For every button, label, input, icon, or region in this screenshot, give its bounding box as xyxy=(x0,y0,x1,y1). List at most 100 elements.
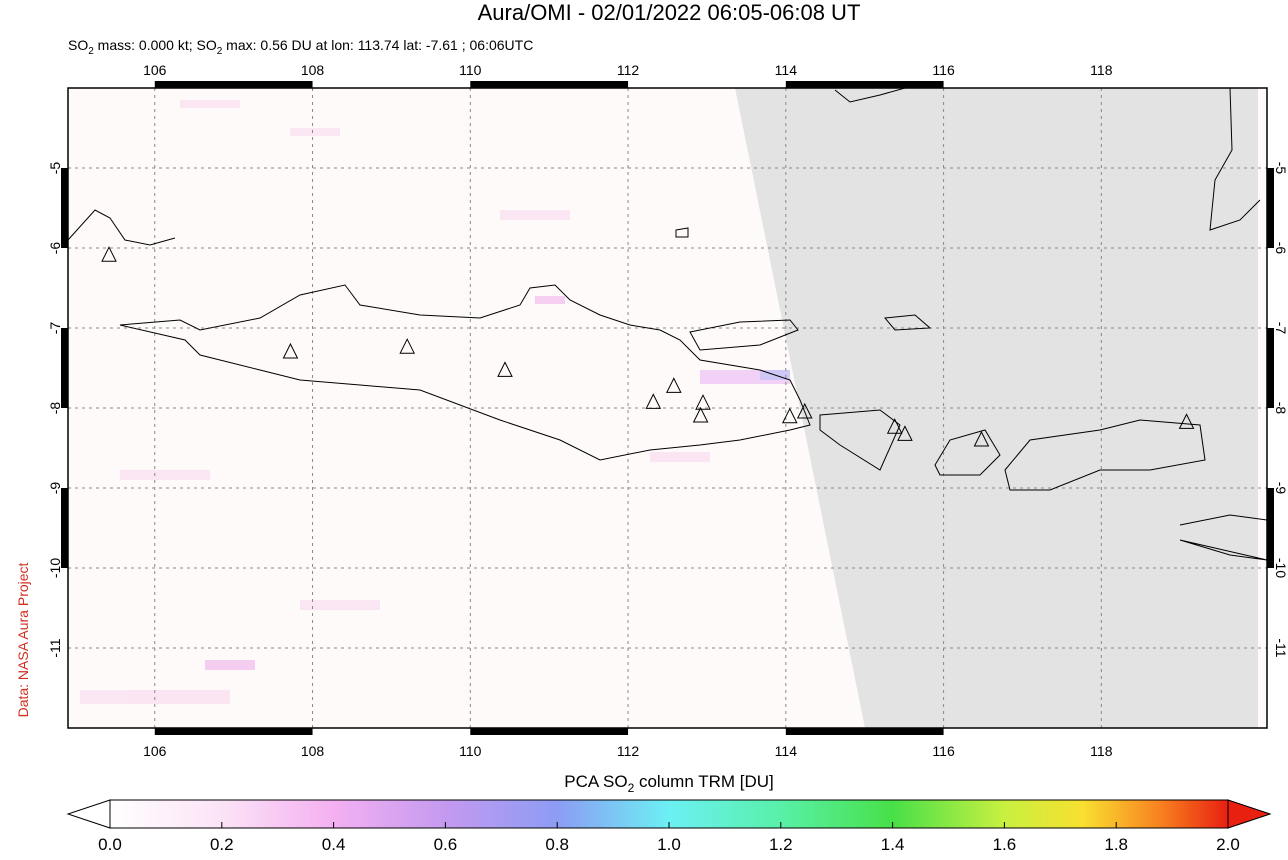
x-tick-label: 106 xyxy=(143,62,167,78)
subtitle-part: mass: 0.000 kt; SO xyxy=(94,37,217,53)
volcano xyxy=(695,394,711,410)
volcano xyxy=(886,418,903,434)
colorbar-tick-label: 1.8 xyxy=(1104,835,1128,854)
frame-band xyxy=(470,81,629,88)
y-tick-label: -11 xyxy=(47,638,63,657)
x-tick-label: 114 xyxy=(775,62,798,78)
frame-band xyxy=(1267,488,1274,568)
colorbar: PCA SO2 column TRM [DU] 0.0 0.2 0.4 0.6 0.8 1… xyxy=(66,772,1272,854)
frame-band xyxy=(61,168,68,248)
swath xyxy=(300,600,380,610)
volcano xyxy=(897,425,913,441)
y-tick-label: -7 xyxy=(1273,322,1288,335)
x-tick-label: 110 xyxy=(459,62,482,78)
volcano xyxy=(497,361,513,377)
so2-swaths xyxy=(80,100,790,704)
volcano xyxy=(666,377,682,393)
y-tick-label: -8 xyxy=(1273,402,1288,415)
frame-band xyxy=(1267,328,1274,408)
colorbar-tick-label: 1.0 xyxy=(657,835,681,854)
colorbar-tick-label: 0.4 xyxy=(322,835,346,854)
x-tick-label: 116 xyxy=(932,62,955,78)
title: Aura/OMI - 02/01/2022 06:05-06:08 UT xyxy=(478,0,861,25)
colorbar-label: PCA SO2 column TRM [DU] xyxy=(564,772,774,795)
map: 106 106 108 108 110 110 112 112 114 114 116 116 118 1… xyxy=(47,62,1288,759)
frame-band xyxy=(61,488,68,568)
sumba xyxy=(1179,514,1268,561)
colorbar-tick-label: 0.2 xyxy=(210,835,234,854)
bali xyxy=(819,409,901,471)
colorbar-tick-label: 1.2 xyxy=(769,835,793,854)
swath xyxy=(535,296,565,304)
frame-band xyxy=(1267,168,1274,248)
subtitle-sub: 2 xyxy=(88,46,94,57)
x-tick-label: 108 xyxy=(301,743,325,759)
sumbawa xyxy=(1004,419,1206,491)
volcano xyxy=(781,407,798,424)
sumatra xyxy=(67,209,176,246)
subtitle-part: max: 0.56 DU at lon: 113.74 lat: -7.61 ;… xyxy=(222,37,533,53)
bawean xyxy=(675,227,689,238)
swath xyxy=(205,660,255,670)
java xyxy=(119,284,811,461)
volcano xyxy=(692,406,709,423)
y-tick-label: -5 xyxy=(1273,162,1288,175)
frame-band xyxy=(470,728,629,735)
colorbar-label-part: PCA SO xyxy=(564,772,627,791)
volcano xyxy=(1178,413,1195,429)
x-tick-label: 116 xyxy=(932,743,955,759)
frame-band xyxy=(154,81,313,88)
lombok xyxy=(934,429,1001,476)
subtitle: SO2 mass: 0.000 kt; SO2 max: 0.56 DU at … xyxy=(68,37,533,57)
grid xyxy=(68,88,1267,728)
x-tick-label: 106 xyxy=(143,743,167,759)
x-tick-label: 118 xyxy=(1090,62,1113,78)
frame-bands xyxy=(61,81,1274,735)
volcano xyxy=(399,338,415,354)
y-tick-label: -10 xyxy=(47,558,63,578)
colorbar-tick-label: 0.6 xyxy=(434,835,458,854)
y-tick-label: -9 xyxy=(47,482,63,495)
subtitle-sub: 2 xyxy=(217,46,223,57)
y-tick-label: -9 xyxy=(1273,482,1288,495)
colorbar-label-sub: 2 xyxy=(628,781,635,795)
volcano xyxy=(796,402,813,419)
volcano xyxy=(973,430,990,447)
swath xyxy=(120,470,210,480)
volcano xyxy=(101,246,117,262)
colorbar-under xyxy=(66,799,111,829)
frame-band xyxy=(785,728,944,735)
colorbar-tick-label: 0.8 xyxy=(545,835,569,854)
frame-band xyxy=(154,728,313,735)
borneo xyxy=(1209,87,1261,231)
y-tick-label: -5 xyxy=(47,162,63,175)
colorbar-tick-label: 2.0 xyxy=(1216,835,1240,854)
x-tick-label: 118 xyxy=(1090,743,1113,759)
colorbar-over xyxy=(1227,799,1272,829)
kangean xyxy=(884,314,932,331)
swath xyxy=(650,452,710,462)
colorbar-tick-label: 1.6 xyxy=(993,835,1017,854)
colorbar-label-part: column TRM [DU] xyxy=(634,772,774,791)
swath xyxy=(290,128,340,136)
coast-north xyxy=(834,87,906,103)
subtitle-part: SO xyxy=(68,37,88,53)
credit: Data: NASA Aura Project xyxy=(15,562,31,717)
x-tick-label: 112 xyxy=(617,743,640,759)
x-tick-label: 112 xyxy=(617,62,640,78)
volcano xyxy=(282,342,299,359)
coastlines xyxy=(67,87,1268,561)
x-tick-label: 114 xyxy=(775,743,798,759)
y-tick-label: -10 xyxy=(1273,558,1288,578)
y-tick-label: -7 xyxy=(47,322,63,335)
y-tick-label: -11 xyxy=(1273,638,1288,657)
x-tick-label: 108 xyxy=(301,62,325,78)
swath xyxy=(500,210,570,220)
frame-band xyxy=(785,81,944,88)
frame-band xyxy=(61,328,68,408)
y-tick-label: -6 xyxy=(47,242,63,255)
colorbar-tick-label: 1.4 xyxy=(881,835,905,854)
axes: 106 106 108 108 110 110 112 112 114 114 116 116 118 1… xyxy=(47,62,1288,759)
volcano xyxy=(645,393,662,409)
